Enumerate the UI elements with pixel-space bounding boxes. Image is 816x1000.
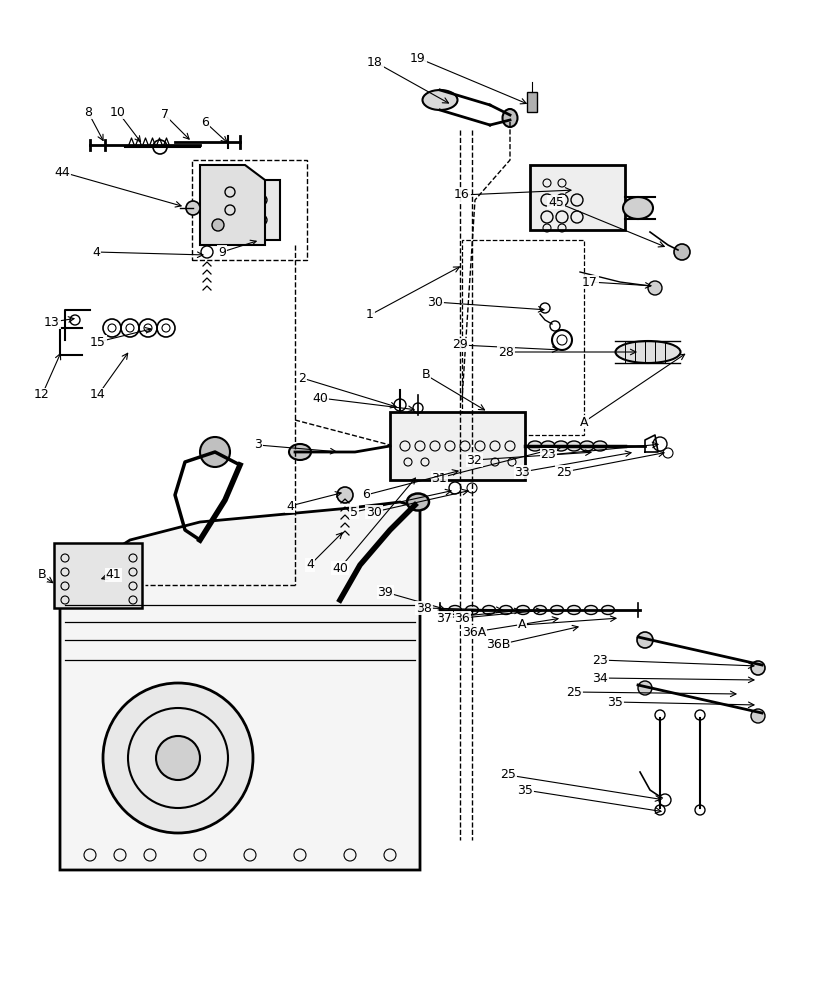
Circle shape	[648, 281, 662, 295]
Ellipse shape	[503, 109, 517, 127]
Ellipse shape	[465, 605, 478, 614]
Text: 4: 4	[92, 245, 100, 258]
Ellipse shape	[289, 444, 311, 460]
Text: 30: 30	[427, 296, 443, 308]
Circle shape	[637, 632, 653, 648]
Text: 18: 18	[367, 55, 383, 68]
Ellipse shape	[499, 605, 512, 614]
Ellipse shape	[541, 441, 555, 451]
Text: 33: 33	[514, 466, 530, 479]
Ellipse shape	[580, 441, 594, 451]
Bar	[527, 92, 537, 112]
Text: 5: 5	[350, 506, 358, 518]
Circle shape	[212, 219, 224, 231]
Text: 7: 7	[161, 108, 169, 121]
Circle shape	[751, 661, 765, 675]
Text: 4: 4	[306, 558, 314, 572]
Text: 28: 28	[498, 346, 514, 359]
Text: 35: 35	[517, 784, 533, 796]
Text: 25: 25	[566, 686, 582, 698]
Text: 41: 41	[105, 568, 121, 582]
Text: A: A	[517, 618, 526, 632]
Text: 4: 4	[286, 499, 294, 512]
Text: 6: 6	[201, 115, 209, 128]
Text: 13: 13	[44, 316, 60, 328]
Text: 45: 45	[548, 196, 564, 209]
Text: 23: 23	[540, 448, 556, 462]
Circle shape	[638, 681, 652, 695]
Text: 39: 39	[377, 585, 392, 598]
Text: 14: 14	[90, 388, 106, 401]
Ellipse shape	[528, 441, 542, 451]
Bar	[530, 165, 625, 230]
Text: 16: 16	[455, 188, 470, 202]
Text: 6: 6	[362, 488, 370, 502]
Ellipse shape	[567, 441, 581, 451]
Ellipse shape	[407, 493, 429, 510]
Circle shape	[674, 244, 690, 260]
Circle shape	[751, 709, 765, 723]
Text: 2: 2	[298, 371, 306, 384]
Ellipse shape	[423, 90, 458, 110]
Ellipse shape	[551, 605, 564, 614]
Ellipse shape	[601, 605, 614, 614]
Text: 23: 23	[592, 654, 608, 666]
Text: 34: 34	[592, 672, 608, 684]
Ellipse shape	[623, 197, 653, 219]
Text: 9: 9	[218, 245, 226, 258]
Text: 10: 10	[110, 105, 126, 118]
Circle shape	[156, 736, 200, 780]
Text: 1: 1	[366, 308, 374, 322]
Polygon shape	[210, 180, 280, 240]
Text: 31: 31	[431, 472, 447, 485]
Circle shape	[200, 437, 230, 467]
Ellipse shape	[554, 441, 568, 451]
Text: 37: 37	[436, 611, 452, 624]
Polygon shape	[60, 502, 420, 870]
Ellipse shape	[567, 605, 580, 614]
Ellipse shape	[593, 441, 607, 451]
Text: B: B	[422, 368, 430, 381]
Text: 8: 8	[84, 105, 92, 118]
Text: A: A	[579, 416, 588, 428]
Text: 32: 32	[466, 454, 482, 466]
Text: 19: 19	[410, 51, 426, 64]
Ellipse shape	[517, 605, 530, 614]
Ellipse shape	[584, 605, 597, 614]
Text: 17: 17	[582, 275, 598, 288]
Text: 40: 40	[312, 391, 328, 404]
Text: 35: 35	[607, 696, 623, 708]
Text: 44: 44	[54, 165, 70, 178]
Circle shape	[186, 201, 200, 215]
Text: 3: 3	[254, 438, 262, 452]
Bar	[390, 412, 525, 480]
Text: 25: 25	[500, 768, 516, 782]
Bar	[462, 240, 584, 435]
Circle shape	[153, 140, 167, 154]
Text: 40: 40	[332, 562, 348, 574]
Text: 36B: 36B	[486, 639, 510, 652]
Text: 38: 38	[416, 601, 432, 614]
Bar	[54, 543, 142, 608]
Ellipse shape	[534, 605, 547, 614]
Polygon shape	[200, 165, 265, 245]
Text: 15: 15	[90, 336, 106, 349]
Text: 12: 12	[34, 388, 50, 401]
Circle shape	[103, 683, 253, 833]
Bar	[192, 160, 307, 260]
Text: 29: 29	[452, 338, 468, 352]
Ellipse shape	[615, 341, 681, 363]
Text: 30: 30	[366, 506, 382, 518]
Text: 25: 25	[556, 466, 572, 479]
Ellipse shape	[482, 605, 495, 614]
Text: B: B	[38, 568, 47, 582]
Text: 36A: 36A	[462, 626, 486, 639]
Circle shape	[337, 487, 353, 503]
Ellipse shape	[449, 605, 462, 614]
Text: 36: 36	[455, 611, 470, 624]
